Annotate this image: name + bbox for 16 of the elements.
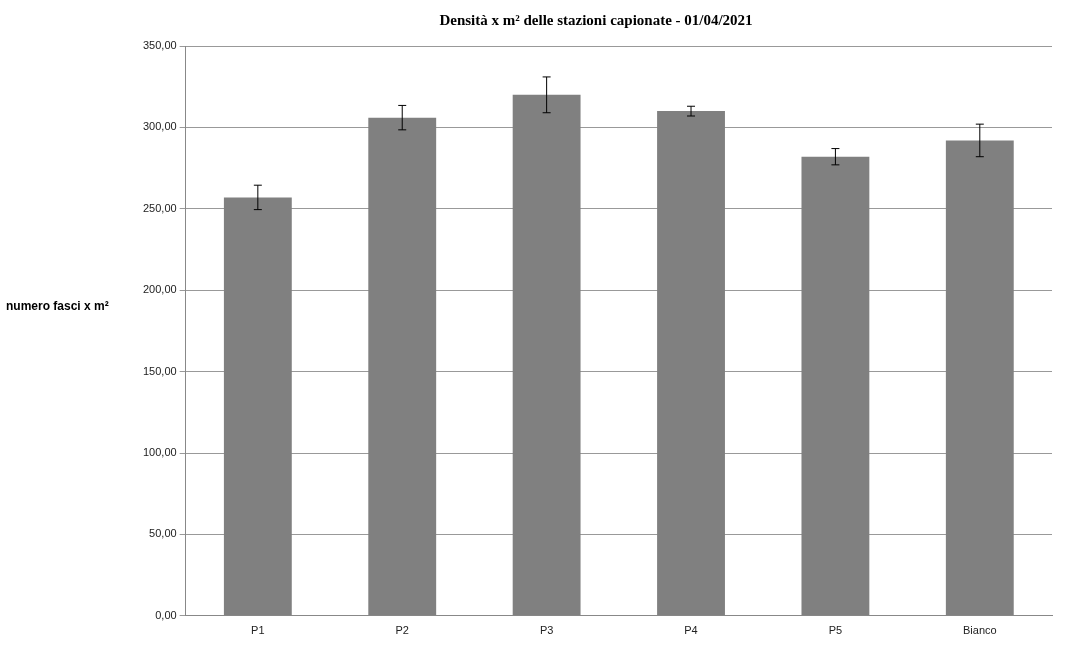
x-tick-label: P1 <box>251 624 265 637</box>
y-tick-label: 200,00 <box>142 283 177 296</box>
y-tick-label: 100,00 <box>142 446 177 459</box>
y-tick-label: 250,00 <box>142 201 177 214</box>
y-tick-label: 150,00 <box>142 364 177 377</box>
x-tick-label: P4 <box>684 624 698 637</box>
x-tick-label: P2 <box>395 624 409 637</box>
y-tick-label: 50,00 <box>149 527 177 540</box>
y-tick-label: 300,00 <box>142 120 177 133</box>
y-tick-label: 0,00 <box>155 608 177 621</box>
chart-title: Densità x m² delle stazioni capionate - 01/04/2021 <box>439 11 753 28</box>
x-tick-label: Bianco <box>962 624 997 637</box>
x-tick-label: P5 <box>828 624 843 637</box>
y-tick-label: 350,00 <box>142 39 177 52</box>
y-axis-title: numero fasci x m² <box>6 299 109 313</box>
x-tick-label: P3 <box>539 624 554 637</box>
